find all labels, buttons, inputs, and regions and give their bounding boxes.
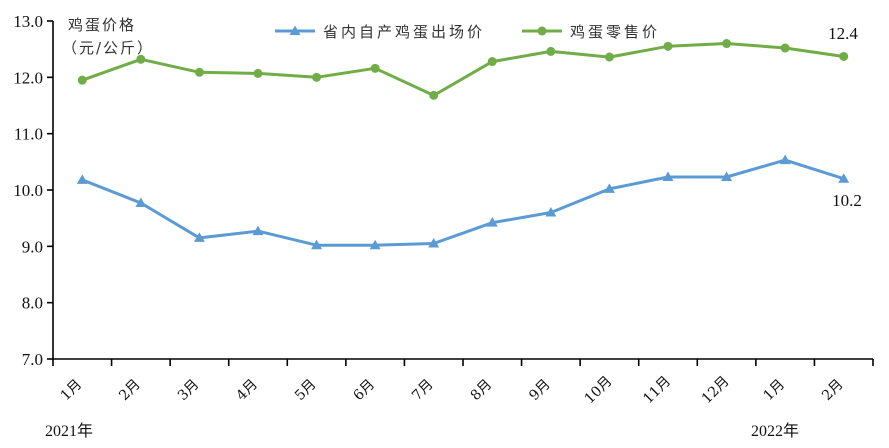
series-line bbox=[81, 158, 845, 247]
triangle-marker-icon bbox=[369, 239, 381, 250]
circle-marker-icon bbox=[136, 54, 146, 64]
x-tick-label: 10月 bbox=[582, 373, 616, 407]
circle-marker-icon bbox=[604, 52, 614, 62]
triangle-marker-icon bbox=[252, 225, 264, 236]
triangle-marker-icon bbox=[545, 207, 557, 217]
triangle-marker-icon bbox=[721, 171, 733, 182]
triangle-marker-icon bbox=[289, 25, 301, 35]
y-tick-label: 7.0 bbox=[22, 350, 43, 369]
axes bbox=[52, 21, 873, 360]
year-label: 2022年 bbox=[751, 422, 799, 440]
y-tick-label: 13.0 bbox=[13, 12, 43, 31]
circle-marker-icon bbox=[546, 46, 556, 56]
x-tick-label: 11月 bbox=[640, 373, 674, 407]
circle-marker-icon bbox=[429, 90, 439, 100]
y-axis-unit-label: 鸡蛋价格 bbox=[68, 16, 136, 34]
x-tick-label: 1月 bbox=[761, 376, 789, 404]
x-tick-label: 8月 bbox=[468, 376, 496, 404]
triangle-marker-icon bbox=[311, 239, 323, 250]
triangle-marker-icon bbox=[76, 174, 88, 184]
circle-marker-icon bbox=[370, 63, 380, 73]
legend-label: 省内自产鸡蛋出场价 bbox=[323, 23, 485, 41]
labels-layer: 鸡蛋价格 （元/公斤） 12.4 10.2 bbox=[62, 16, 862, 210]
x-tick-label: 9月 bbox=[526, 376, 554, 404]
triangle-marker-icon bbox=[779, 154, 791, 165]
x-tick-label: 5月 bbox=[292, 376, 320, 404]
x-tick-label: 3月 bbox=[175, 376, 203, 404]
circle-marker-icon bbox=[487, 57, 497, 67]
year-label: 2021年 bbox=[45, 422, 93, 440]
circle-marker-icon bbox=[722, 39, 732, 49]
triangle-marker-icon bbox=[193, 232, 205, 242]
y-tick-label: 8.0 bbox=[22, 294, 43, 313]
circle-marker-icon bbox=[77, 75, 87, 85]
triangle-marker-icon bbox=[135, 197, 147, 207]
x-tick-label: 7月 bbox=[409, 376, 437, 404]
circle-marker-icon bbox=[312, 72, 322, 82]
triangle-marker-icon bbox=[428, 238, 440, 248]
legend-item: 鸡蛋零售价 bbox=[522, 23, 660, 41]
circle-marker-icon bbox=[253, 68, 263, 78]
x-tick-label: 4月 bbox=[233, 376, 261, 404]
x-tick-label: 1月 bbox=[58, 376, 86, 404]
y-tick-label: 9.0 bbox=[22, 237, 43, 256]
legend-label: 鸡蛋零售价 bbox=[570, 23, 660, 41]
x-axis-ticks: 1月 2月 3月 4月 5月 6月 7月 8月 9月 10月 11月 12月 1月 2月 2021年 2022… bbox=[45, 359, 874, 440]
x-tick-label: 2月 bbox=[116, 376, 144, 404]
y-tick-label: 12.0 bbox=[13, 68, 43, 87]
series-farm-gate-price bbox=[76, 154, 850, 250]
legend-item: 省内自产鸡蛋出场价 bbox=[275, 23, 485, 41]
y-tick-label: 10.0 bbox=[13, 181, 43, 200]
x-tick-label: 12月 bbox=[699, 373, 733, 407]
triangle-marker-icon bbox=[486, 217, 498, 227]
circle-marker-icon bbox=[839, 51, 849, 61]
circle-marker-icon bbox=[780, 43, 790, 53]
y-axis-unit-label: （元/公斤） bbox=[62, 39, 154, 57]
legend: 省内自产鸡蛋出场价 鸡蛋零售价 bbox=[275, 23, 660, 41]
triangle-marker-icon bbox=[662, 171, 674, 182]
farm-gate-price-end-label: 10.2 bbox=[832, 191, 862, 210]
x-tick-label: 6月 bbox=[351, 376, 379, 404]
retail-price-end-label: 12.4 bbox=[828, 24, 858, 43]
series-layer bbox=[76, 39, 850, 250]
triangle-marker-icon bbox=[603, 183, 615, 193]
x-tick-label: 2月 bbox=[819, 376, 847, 404]
circle-marker-icon bbox=[537, 26, 547, 36]
y-axis-ticks: 7.0 8.0 9.0 10.0 11.0 12.0 13.0 bbox=[13, 12, 53, 369]
series-retail-price bbox=[77, 39, 849, 100]
circle-marker-icon bbox=[194, 67, 204, 77]
series-line bbox=[81, 42, 844, 97]
y-tick-label: 11.0 bbox=[14, 125, 43, 144]
circle-marker-icon bbox=[663, 41, 673, 51]
triangle-marker-icon bbox=[838, 173, 850, 183]
